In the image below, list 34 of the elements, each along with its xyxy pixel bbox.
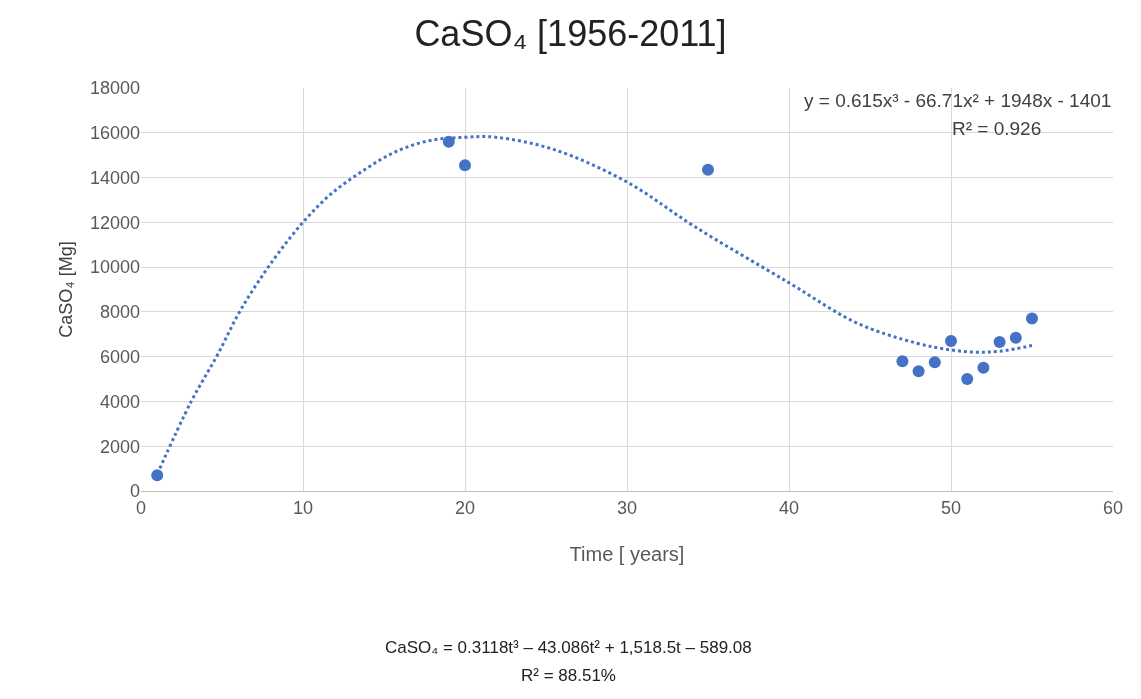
x-tick-label: 60 (1102, 497, 1124, 518)
point (1026, 312, 1038, 325)
point (993, 336, 1006, 349)
point (702, 163, 714, 176)
x-tick-label: 20 (454, 497, 476, 518)
annotation: y = 0.615x³ - 66.71x² + 1948x - 1401 (804, 90, 1112, 111)
y-tick-label: 6000 (99, 346, 140, 367)
point (977, 361, 990, 374)
x-tick-label: 30 (616, 497, 638, 518)
y-tick-label: 14000 (89, 167, 140, 188)
x-axis-title: Time [ years] (569, 543, 685, 566)
y-tick-label: 12000 (89, 212, 140, 233)
y-tick-label: 2000 (99, 436, 140, 457)
point (912, 365, 925, 378)
point (896, 355, 909, 368)
y-axis-title: CaSO₄ [Mg] (56, 241, 77, 338)
point (961, 373, 974, 386)
annotation: R² = 0.926 (952, 118, 1042, 139)
chart-title: CaSO₄ [1956-2011] (414, 13, 727, 55)
text: R² = 88.51% (521, 666, 616, 685)
x-tick-label: 40 (778, 497, 800, 518)
point (945, 334, 957, 347)
x-tick-label: 10 (292, 497, 314, 518)
y-tick-label: 16000 (89, 123, 140, 144)
point (1009, 331, 1022, 344)
text: CaSO₄ = 0.3118t³ – 43.086t² + 1,518.5t – 589.08 (385, 638, 752, 657)
y-tick-label: 10000 (89, 257, 140, 278)
point (459, 159, 471, 172)
y-tick-label: 18000 (89, 78, 140, 99)
x-tick-label: 50 (940, 497, 962, 518)
y-tick-label: 0 (129, 481, 140, 502)
point (928, 356, 941, 369)
y-tick-label: 8000 (99, 302, 140, 323)
y-tick-label: 4000 (99, 391, 140, 412)
